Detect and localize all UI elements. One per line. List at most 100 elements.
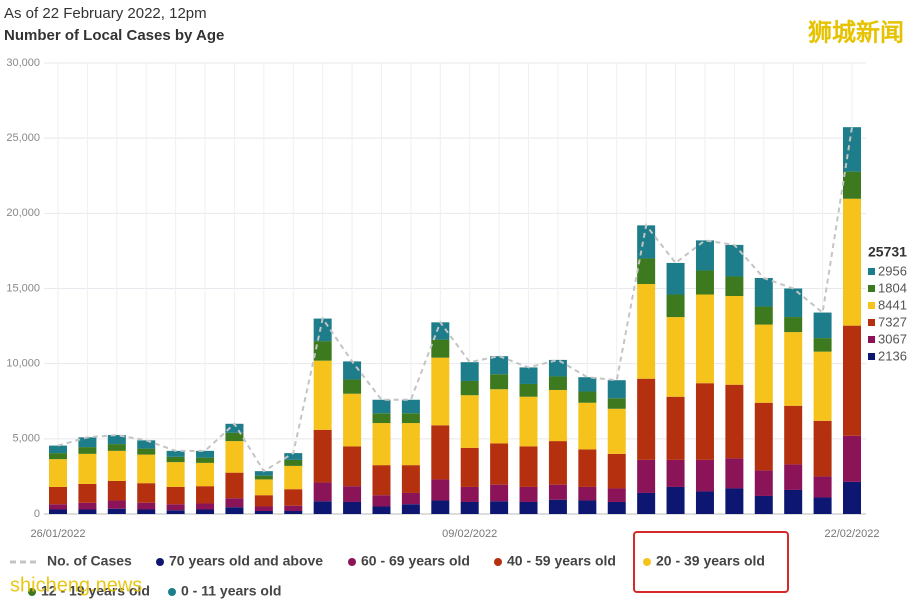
bar-segment xyxy=(196,462,215,487)
bar-segment xyxy=(637,283,656,379)
bar-segment xyxy=(490,356,509,375)
legend-dot xyxy=(168,588,176,596)
side-swatch xyxy=(868,319,875,326)
bar-segment xyxy=(725,488,744,514)
bar-segment xyxy=(343,393,362,447)
bar-segment xyxy=(607,380,626,399)
last-total-label: 25731 xyxy=(868,244,907,260)
side-value-label: 2956 xyxy=(878,263,907,278)
bar-segment xyxy=(431,339,450,358)
bar-segment xyxy=(519,396,538,447)
bar-segment xyxy=(695,294,714,384)
bar-segment xyxy=(843,127,861,172)
bar-segment xyxy=(137,454,156,484)
bar-segment xyxy=(196,486,215,504)
legend-label: 20 - 39 years old xyxy=(656,553,765,569)
bar-segment xyxy=(519,486,538,502)
bar-segment xyxy=(107,500,126,509)
bar-segment xyxy=(372,399,391,414)
bar-segment xyxy=(431,425,450,480)
bar-segment xyxy=(754,495,773,514)
bar-segment xyxy=(225,441,244,473)
bar-segment xyxy=(254,495,273,507)
y-tick-label: 30,000 xyxy=(6,57,40,69)
bar-segment xyxy=(372,465,391,496)
bar-segment xyxy=(313,429,332,483)
bar-segment xyxy=(431,357,450,426)
bar-segment xyxy=(284,510,303,514)
y-tick-label: 15,000 xyxy=(6,282,40,294)
bar-segment xyxy=(107,450,126,481)
bar-segment xyxy=(548,441,567,485)
bar-segment xyxy=(460,395,479,448)
bar-segment xyxy=(725,276,744,297)
side-swatch xyxy=(868,302,875,309)
legend-dot xyxy=(643,558,651,566)
bar-segment xyxy=(519,446,538,487)
bar-segment xyxy=(695,491,714,514)
bar-segment xyxy=(813,351,832,421)
bar-segment xyxy=(166,510,185,514)
bar-segment xyxy=(843,171,861,199)
bar-segment xyxy=(78,453,97,484)
bar-segment xyxy=(754,277,773,307)
bar-segment xyxy=(754,470,773,496)
bar-segment xyxy=(284,489,303,506)
bar-segment xyxy=(166,450,185,457)
bar-segment xyxy=(372,423,391,466)
legend-label: No. of Cases xyxy=(47,553,132,569)
legend-dot xyxy=(348,558,356,566)
bar-segment xyxy=(225,507,244,514)
bar-segment xyxy=(725,458,744,489)
bar-segment xyxy=(725,384,744,459)
bar-segment xyxy=(490,443,509,485)
bar-segment xyxy=(196,457,215,463)
bar-segment xyxy=(372,495,391,507)
bar-segment xyxy=(519,501,538,514)
bar-segment xyxy=(313,482,332,502)
bar-segment xyxy=(666,294,685,318)
y-tick-label: 0 xyxy=(34,508,40,520)
bar-segment xyxy=(548,376,567,390)
bar-segment xyxy=(431,322,450,340)
bar-segment xyxy=(578,391,597,403)
bar-segment xyxy=(754,306,773,325)
bar-segment xyxy=(695,459,714,492)
bar-segment xyxy=(460,486,479,502)
bar-segment xyxy=(166,504,185,511)
bar-segment xyxy=(460,447,479,487)
bar-segment xyxy=(313,501,332,514)
bar-segment xyxy=(666,396,685,460)
bar-segment xyxy=(78,483,97,503)
bar-segment xyxy=(490,374,509,390)
bar-segment xyxy=(401,492,420,505)
bar-segment xyxy=(695,383,714,460)
bar-segment xyxy=(196,503,215,510)
bar-segment xyxy=(813,476,832,498)
bar-segment xyxy=(754,402,773,471)
bar-segment xyxy=(578,500,597,514)
bar-segment xyxy=(225,432,244,442)
bar-segment xyxy=(784,464,803,490)
bar-segment xyxy=(343,486,362,502)
bar-segment xyxy=(666,459,685,487)
y-tick-label: 20,000 xyxy=(6,207,40,219)
bar-segment xyxy=(107,444,126,451)
bar-segment xyxy=(284,465,303,490)
bar-segment xyxy=(196,509,215,514)
bar-segment xyxy=(401,413,420,424)
bar-segment xyxy=(607,398,626,409)
bar-segment xyxy=(666,486,685,514)
bar-segment xyxy=(460,501,479,514)
legend-label: 60 - 69 years old xyxy=(361,553,470,569)
legend-label: 40 - 59 years old xyxy=(507,553,616,569)
bar-segment xyxy=(431,500,450,514)
y-tick-label: 10,000 xyxy=(6,358,40,370)
legend-dot xyxy=(156,558,164,566)
bar-segment xyxy=(49,459,67,487)
bar-segment xyxy=(460,380,479,396)
bar-segment xyxy=(225,423,244,433)
bar-segment xyxy=(548,389,567,442)
bar-segment xyxy=(490,501,509,514)
